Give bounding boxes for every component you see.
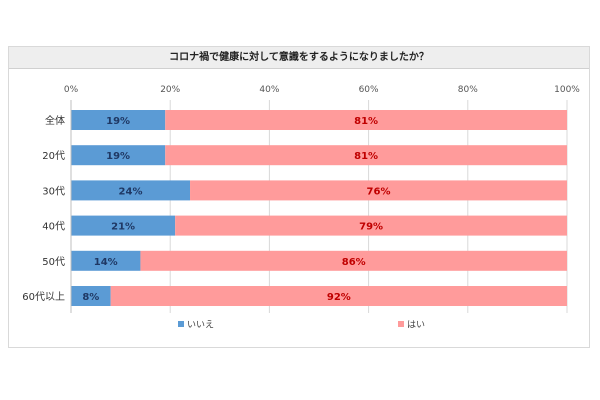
- bar-iie: [71, 250, 141, 271]
- x-tick-label: 60%: [359, 85, 379, 95]
- data-label: 19%: [106, 116, 130, 127]
- category-label: 50代: [42, 256, 65, 268]
- data-label: 21%: [111, 222, 135, 233]
- bar-hai: [110, 286, 568, 306]
- category-label: 全体: [45, 114, 65, 127]
- category-label: 40代: [42, 221, 65, 233]
- bar-iie: [71, 180, 191, 201]
- x-tick-label: 80%: [458, 85, 478, 95]
- data-label: 76%: [367, 186, 391, 197]
- bar-iie: [71, 145, 166, 166]
- data-label: 79%: [359, 222, 383, 233]
- legend-swatch: [178, 321, 184, 327]
- data-label: 19%: [106, 151, 130, 162]
- bar-iie: [71, 286, 111, 306]
- category-label: 60代以上: [22, 291, 65, 303]
- data-label: 81%: [354, 116, 378, 127]
- bar-hai: [175, 215, 567, 236]
- chart-title: コロナ禍で健康に対して意識をするようになりましたか？: [9, 47, 589, 69]
- category-label: 30代: [42, 185, 65, 197]
- legend-label: はい: [407, 320, 425, 331]
- bar-hai: [165, 110, 568, 130]
- category-label: 20代: [42, 150, 65, 162]
- data-label: 14%: [94, 257, 118, 268]
- data-label: 92%: [327, 292, 351, 303]
- data-label: 24%: [119, 186, 143, 197]
- data-label: 86%: [342, 257, 366, 268]
- bar-hai: [190, 180, 568, 201]
- bar-iie: [71, 215, 176, 236]
- x-tick-label: 0%: [64, 85, 79, 95]
- x-tick-label: 20%: [160, 85, 180, 95]
- bar-hai: [165, 145, 568, 166]
- x-tick-label: 40%: [259, 85, 279, 95]
- bar-iie: [71, 110, 166, 130]
- legend-label: いいえ: [187, 320, 214, 331]
- data-label: 8%: [82, 292, 99, 303]
- bar-hai: [140, 250, 567, 271]
- legend-swatch: [398, 321, 404, 327]
- data-label: 81%: [354, 151, 378, 162]
- x-tick-label: 100%: [554, 85, 580, 95]
